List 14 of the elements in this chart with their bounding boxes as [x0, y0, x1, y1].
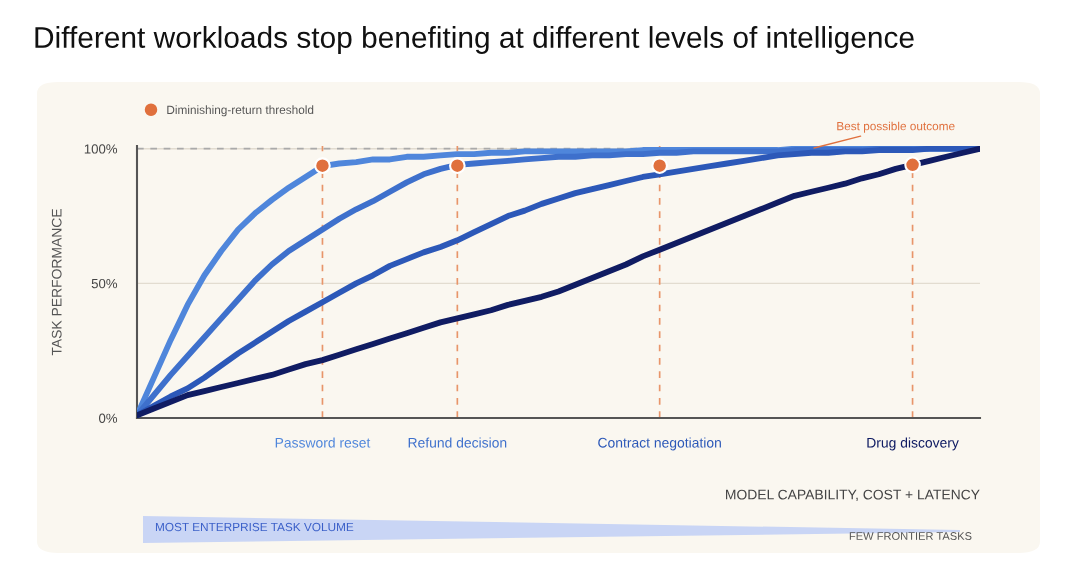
y-tick-label: 50%	[91, 278, 118, 289]
x-tick-label: Refund decision	[408, 437, 507, 448]
legend-label: Diminishing-return threshold	[167, 105, 314, 117]
x-tick-label: Password reset	[275, 437, 371, 448]
x-tick-label: Contract negotiation	[598, 437, 721, 451]
y-tick-label: 0%	[99, 413, 118, 423]
text: MOST ENTERPRISE TASK VOLUME	[155, 522, 354, 532]
y-axis-title: TASK PERFORMANCE	[51, 209, 62, 356]
x-axis-title: MODEL CAPABILITY, COST + LATENCY	[726, 489, 980, 502]
text: FEW FRONTIER TASKS	[849, 532, 972, 540]
x-tick-label: Drug discovery	[867, 437, 959, 451]
annotation: Best possible outcome	[837, 121, 955, 133]
y-tick-label: 100%	[84, 144, 118, 154]
chart-title: Different workloads stop benefiting at different levels of intelligence	[35, 26, 914, 54]
